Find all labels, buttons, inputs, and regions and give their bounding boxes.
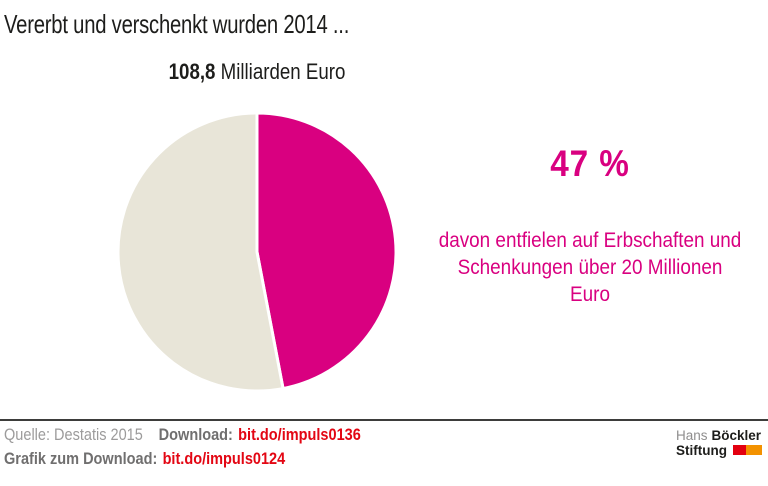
grafik-label: Grafik zum Download:	[4, 450, 158, 468]
subtitle-value: 108,8	[168, 59, 216, 84]
logo-orange-square-icon	[746, 445, 762, 455]
callout: 47 % davon entfielen auf Erbschaften und…	[437, 142, 743, 308]
hans-boeckler-logo: Hans Böckler Stiftung	[676, 428, 762, 458]
logo-name-bold: Böckler	[711, 428, 762, 443]
chart-subtitle: 108,8 Milliarden Euro	[130, 59, 385, 85]
grafik-link[interactable]: bit.do/impuls0124	[162, 450, 286, 468]
pie-slice	[116, 111, 285, 393]
logo-red-square-icon	[733, 445, 746, 455]
download-link[interactable]: bit.do/impuls0136	[238, 426, 361, 444]
callout-description: davon entfielen auf Erbschaften und Sche…	[437, 227, 743, 308]
logo-stiftung: Stiftung	[676, 443, 727, 458]
download-label: Download:	[158, 426, 233, 444]
callout-description-line: davon entfielen auf Erbschaften und	[438, 229, 742, 252]
pie-slice	[255, 111, 398, 391]
footer-divider	[0, 419, 768, 421]
callout-description-line: Schenkungen über 20 Millionen Euro	[457, 256, 723, 306]
callout-percent: 47 %	[550, 143, 630, 184]
page-title: Vererbt und verschenkt wurden 2014 ...	[4, 9, 350, 39]
footer-source-line: Quelle: Destatis 2015 Download: bit.do/imp…	[4, 426, 361, 445]
subtitle-unit: Milliarden Euro	[215, 59, 346, 84]
footer-grafik-line: Grafik zum Download: bit.do/impuls0124	[4, 450, 285, 469]
logo-line-1: Hans Böckler	[676, 428, 762, 443]
logo-name-light: Hans	[676, 428, 708, 443]
logo-line-2: Stiftung	[676, 443, 762, 458]
pie-chart	[116, 111, 398, 393]
source-text: Quelle: Destatis 2015	[4, 426, 143, 444]
